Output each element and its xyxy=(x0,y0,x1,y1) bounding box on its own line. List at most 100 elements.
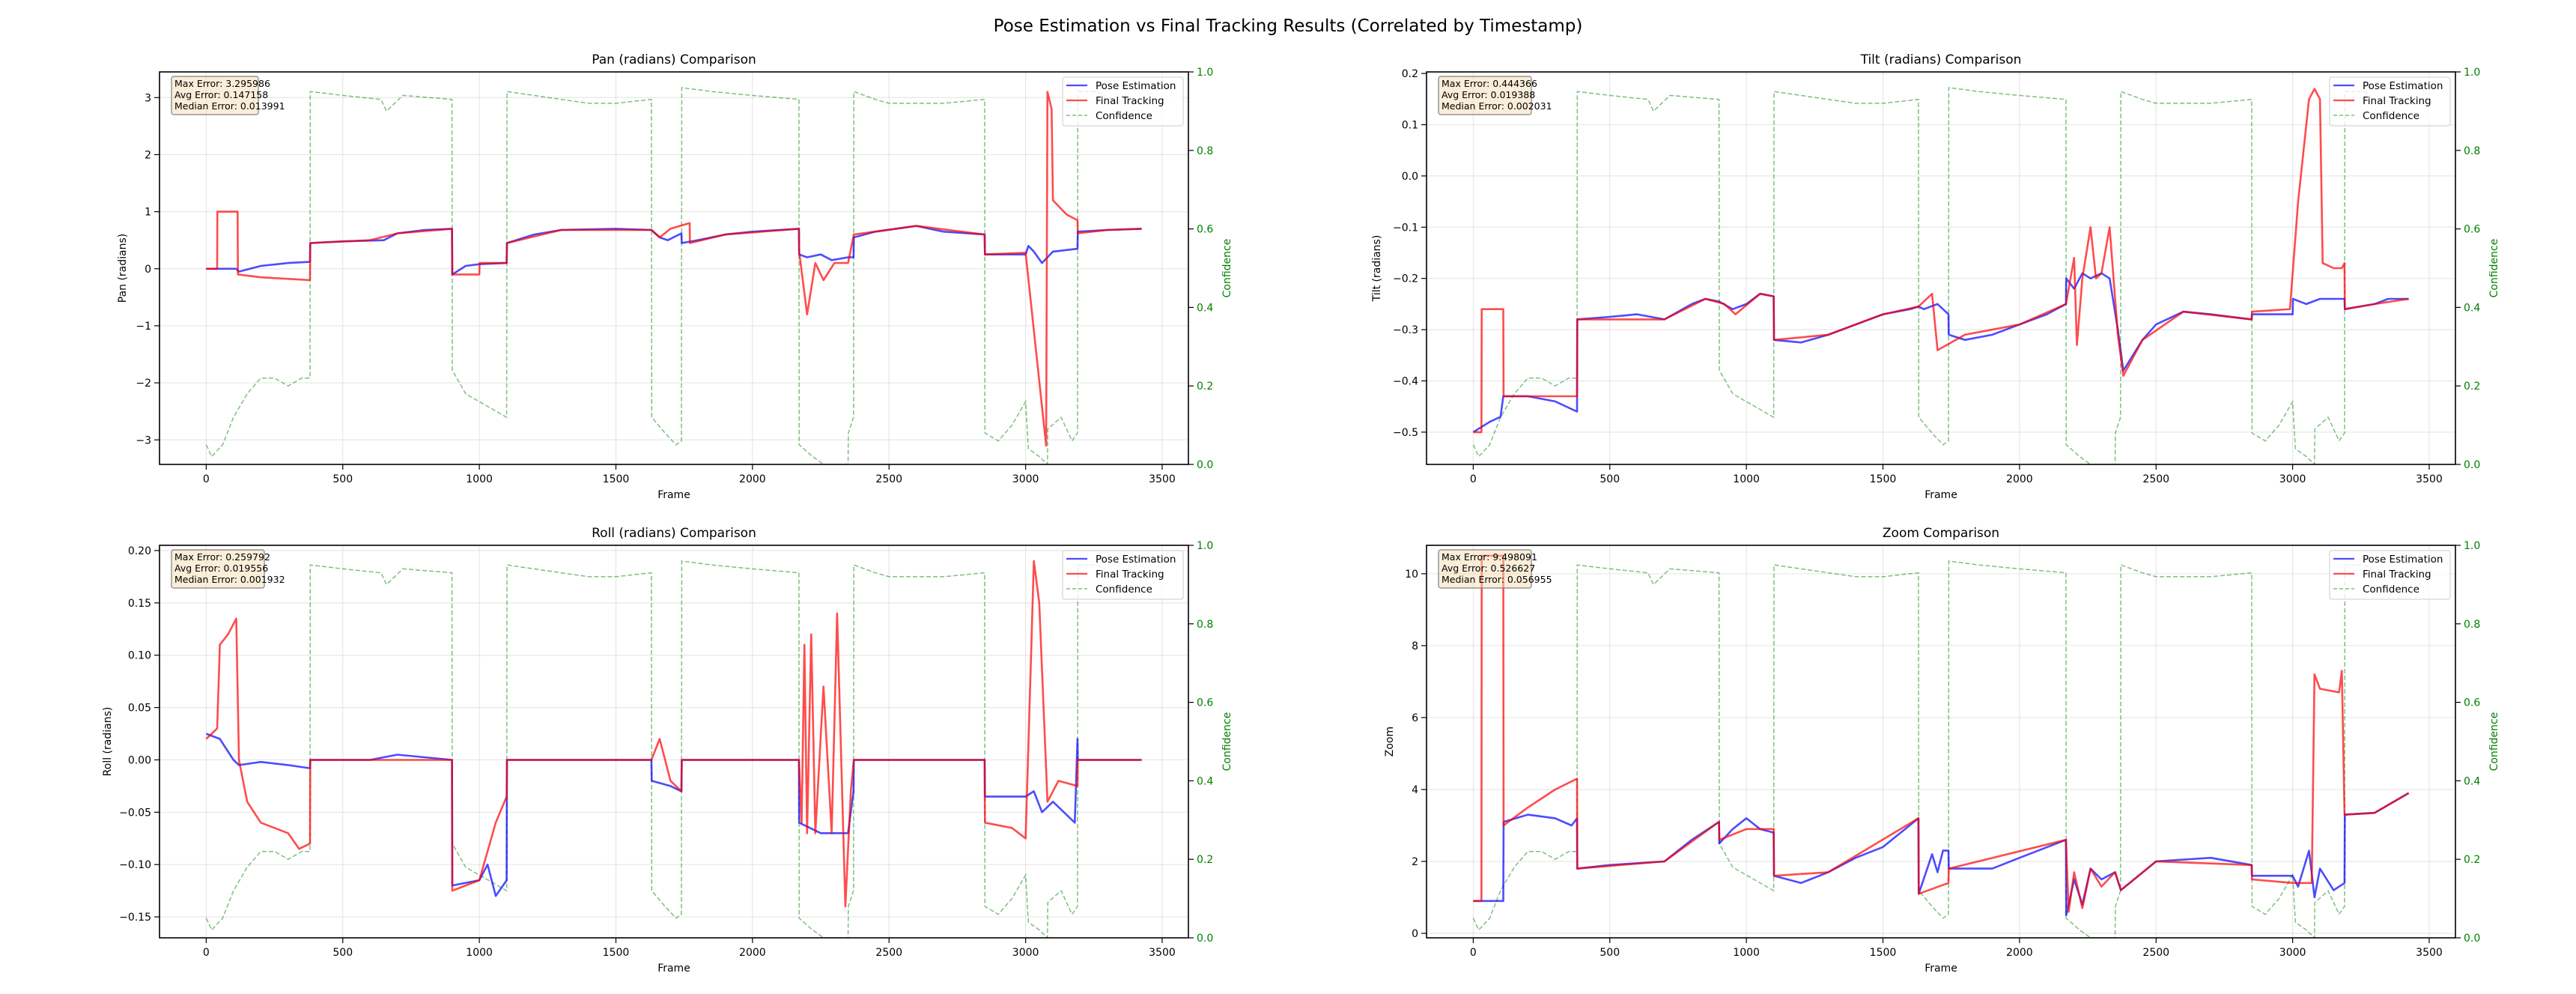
stats-line: Avg Error: 0.526627 xyxy=(1442,563,1535,574)
stats-line: Median Error: 0.002031 xyxy=(1442,100,1552,112)
subplot-zoom: 0 500 1000 1500 2000 2500 3000 3500 0 2 4 6 8 10 0.0 0.… xyxy=(1384,526,2500,975)
stats-line: Median Error: 0.001932 xyxy=(174,574,285,585)
x-tick-label: 0 xyxy=(203,473,210,485)
pose-estimation-line xyxy=(1473,792,2410,917)
y2-axis-label: Confidence xyxy=(2488,239,2500,298)
stats-box xyxy=(1438,549,1532,589)
y-tick-label: −0.3 xyxy=(1393,324,1418,336)
stats-box xyxy=(171,549,265,589)
x-tick-label: 1500 xyxy=(1870,473,1897,485)
legend-label: Final Tracking xyxy=(2363,95,2431,107)
plot-area xyxy=(1472,87,2409,464)
x-tick-label: 1500 xyxy=(1870,947,1897,959)
y-tick-label: −2 xyxy=(136,378,151,390)
confidence-line xyxy=(205,87,1105,464)
y2-tick-label: 0.8 xyxy=(1197,619,1213,631)
legend-label: Pose Estimation xyxy=(2363,80,2443,92)
x-tick-label: 1500 xyxy=(603,473,630,485)
y2-tick-label: 1.0 xyxy=(1197,540,1213,552)
y-tick-label: 0.00 xyxy=(128,754,151,766)
x-tick-label: 2000 xyxy=(2006,473,2033,485)
x-tick-label: 500 xyxy=(1600,473,1620,485)
y-tick-label: 0.05 xyxy=(128,703,151,715)
x-axis-label: Frame xyxy=(657,489,690,501)
x-tick-label: 2000 xyxy=(739,473,766,485)
y-tick-label: 8 xyxy=(1412,640,1418,652)
y-tick-label: −0.10 xyxy=(119,859,151,871)
y2-axis-label: Confidence xyxy=(1221,239,1233,298)
stats-box xyxy=(171,76,259,115)
x-tick-label: 0 xyxy=(1470,947,1477,959)
confidence-line xyxy=(205,560,1105,938)
y-tick-label: 0.2 xyxy=(1402,68,1418,80)
y-tick-label: 6 xyxy=(1412,712,1418,724)
y-tick-label: 4 xyxy=(1412,784,1418,796)
x-tick-label: 2500 xyxy=(2142,947,2169,959)
plot-area xyxy=(205,560,1142,938)
x-tick-label: 1000 xyxy=(466,947,493,959)
x-tick-label: 0 xyxy=(1470,473,1477,485)
stats-line: Max Error: 0.259792 xyxy=(174,551,270,563)
x-axis-label: Frame xyxy=(1925,963,1957,975)
x-tick-label: 2500 xyxy=(2142,473,2169,485)
stats-line: Avg Error: 0.019388 xyxy=(1442,89,1535,100)
y-tick-label: 2 xyxy=(1412,856,1418,868)
x-tick-label: 0 xyxy=(203,947,210,959)
legend-label: Final Tracking xyxy=(2363,569,2431,581)
subplot-title: Tilt (radians) Comparison xyxy=(1860,52,2022,67)
y2-tick-label: 0.2 xyxy=(1197,381,1213,393)
subplot-title: Zoom Comparison xyxy=(1883,526,1999,541)
y2-tick-label: 0.2 xyxy=(2464,381,2480,393)
legend-label: Confidence xyxy=(1096,584,1152,596)
y-tick-label: 10 xyxy=(1405,569,1418,581)
legend-label: Final Tracking xyxy=(1096,95,1164,107)
legend-label: Confidence xyxy=(2363,110,2419,122)
x-tick-label: 2000 xyxy=(739,947,766,959)
y2-tick-label: 0.6 xyxy=(2464,697,2480,709)
stats-line: Median Error: 0.056955 xyxy=(1442,574,1552,585)
plot-area xyxy=(1472,554,2410,938)
axes-frame xyxy=(159,71,1189,465)
legend-box xyxy=(1062,550,1184,600)
confidence-line xyxy=(1472,87,2372,464)
pose-estimation-line xyxy=(205,733,1142,897)
y-axis-label: Tilt (radians) xyxy=(1371,235,1383,303)
x-axis-label: Frame xyxy=(1925,489,1957,501)
y-tick-label: 0.15 xyxy=(128,598,151,610)
y-tick-label: 0.0 xyxy=(1402,171,1418,183)
legend-label: Pose Estimation xyxy=(1096,80,1176,92)
legend-label: Confidence xyxy=(2363,584,2419,596)
y2-tick-label: 0.0 xyxy=(2464,459,2480,471)
y2-tick-label: 1.0 xyxy=(1197,67,1213,79)
stats-line: Avg Error: 0.019556 xyxy=(174,563,268,574)
x-tick-label: 3000 xyxy=(1012,473,1039,485)
subplot-title: Roll (radians) Comparison xyxy=(592,526,756,541)
y-tick-label: −0.4 xyxy=(1393,375,1418,387)
y-tick-label: −0.5 xyxy=(1393,427,1418,439)
subplot-tilt: 0 500 1000 1500 2000 2500 3000 3500 −0.5 −0.4 −0.3… xyxy=(1371,52,2500,501)
legend-box xyxy=(1062,76,1184,127)
legend-box xyxy=(2329,76,2451,127)
x-tick-label: 500 xyxy=(1600,947,1620,959)
y2-tick-label: 0.8 xyxy=(2464,619,2480,631)
stats-line: Max Error: 0.444366 xyxy=(1442,78,1537,89)
x-tick-label: 3000 xyxy=(2279,947,2306,959)
y-tick-label: −0.05 xyxy=(119,807,151,819)
figure-title: Pose Estimation vs Final Tracking Result… xyxy=(993,16,1583,36)
y2-tick-label: 0.0 xyxy=(1197,459,1213,471)
y-tick-label: −0.2 xyxy=(1393,273,1418,285)
legend-label: Pose Estimation xyxy=(1096,554,1176,566)
y-axis-label: Pan (radians) xyxy=(117,234,129,303)
y2-tick-label: 0.2 xyxy=(2464,854,2480,866)
y-tick-label: 0.20 xyxy=(128,545,151,557)
y2-tick-label: 1.0 xyxy=(2464,540,2480,552)
x-tick-label: 500 xyxy=(332,473,353,485)
y2-tick-label: 0.4 xyxy=(1197,775,1213,787)
x-tick-label: 2500 xyxy=(875,473,902,485)
x-tick-label: 1000 xyxy=(466,473,493,485)
pose-estimation-line xyxy=(1472,272,2409,434)
x-tick-label: 1000 xyxy=(1733,947,1760,959)
x-tick-label: 3000 xyxy=(2279,473,2306,485)
y2-tick-label: 0.4 xyxy=(2464,302,2480,314)
